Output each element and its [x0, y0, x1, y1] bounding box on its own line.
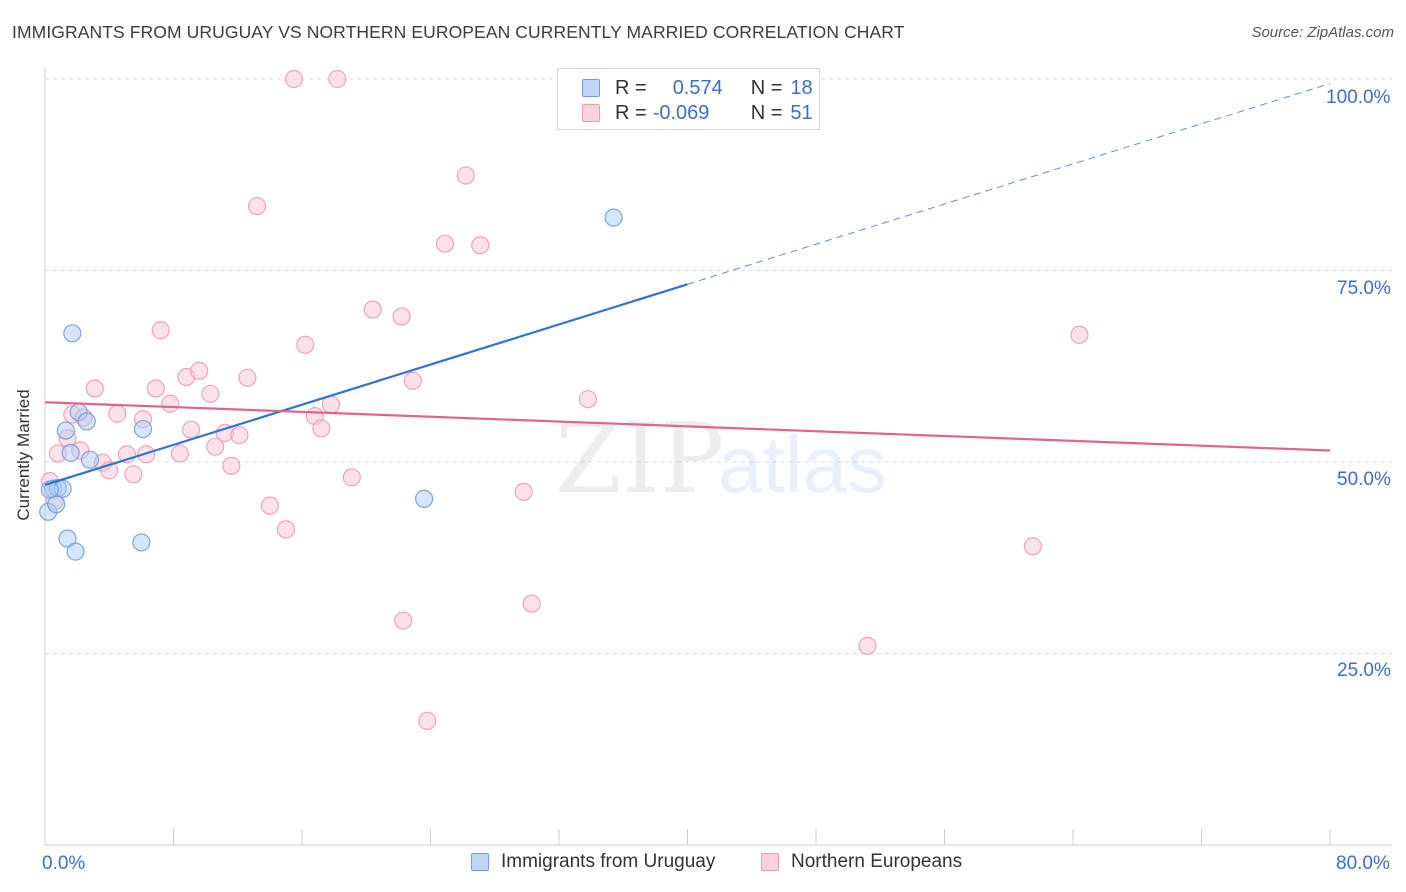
legend-r-label: R = [615, 76, 647, 99]
northern-europeans-point-40 [394, 611, 413, 630]
uruguay-point-9 [66, 542, 85, 561]
northern-europeans-point-21 [190, 361, 209, 380]
uruguay-point-15 [414, 489, 434, 508]
legend-swatch-pink [582, 104, 600, 122]
x-tick-label-max: 80.0% [1336, 853, 1390, 874]
northern-europeans-point-50 [1023, 537, 1042, 556]
northern-europeans-point-29 [260, 496, 279, 515]
watermark-zip: ZIP [555, 403, 724, 515]
northern-europeans-point-20 [182, 420, 201, 439]
northern-europeans-point-36 [328, 69, 347, 89]
northern-europeans-point-44 [456, 166, 475, 185]
northern-europeans-point-38 [363, 300, 382, 319]
northern-europeans-point-46 [514, 482, 533, 501]
watermark-atlas: atlas [718, 420, 887, 509]
northern-europeans-point-18 [170, 444, 190, 463]
northern-europeans-point-25 [222, 456, 241, 475]
northern-europeans-point-42 [418, 711, 437, 731]
northern-europeans-point-26 [230, 426, 249, 445]
series-northern-europeans [40, 69, 1089, 731]
x-tick-label-min: 0.0% [42, 853, 86, 874]
gridlines [45, 78, 1392, 654]
northern-europeans-point-43 [435, 234, 455, 253]
northern-europeans-point-7 [85, 379, 104, 398]
legend-r-value: -0.069 [652, 101, 710, 124]
uruguay-point-7 [61, 443, 80, 462]
northern-europeans-point-28 [247, 197, 267, 216]
y-tick-label-100: 100.0% [1326, 87, 1391, 108]
northern-europeans-point-17 [161, 394, 180, 413]
northern-europeans-point-30 [276, 520, 296, 539]
northern-europeans-point-27 [238, 368, 257, 387]
northern-europeans-point-51 [1070, 325, 1089, 344]
northern-europeans-point-22 [201, 384, 220, 403]
northern-europeans-point-15 [146, 379, 165, 398]
series-immigrants-from-uruguay [39, 208, 623, 561]
chart-title: IMMIGRANTS FROM URUGUAY VS NORTHERN EURO… [12, 22, 905, 42]
uruguay-point-16 [604, 208, 623, 227]
northern-europeans-point-12 [124, 465, 143, 484]
legend-swatch-pink [761, 853, 779, 871]
y-tick-label-75: 75.0% [1337, 278, 1391, 299]
legend-item-uruguay[interactable]: Immigrants from Uruguay [471, 851, 715, 873]
legend-swatch-blue [471, 853, 489, 871]
stats-legend: R = 0.574 N = 18 R = -0.069 N = 51 [557, 68, 820, 130]
northern-europeans-point-31 [284, 69, 304, 89]
legend-row-northern: R = -0.069 N = 51 [582, 101, 813, 125]
northern-europeans-point-47 [522, 594, 541, 613]
northern-europeans-point-48 [578, 390, 598, 409]
uruguay-point-14 [133, 419, 153, 439]
uruguay-point-5 [56, 421, 75, 440]
y-tick-label-25: 25.0% [1337, 660, 1391, 681]
trend-lines [44, 83, 1331, 487]
northern-europeans-point-45 [471, 236, 490, 255]
northern-europeans-point-34 [312, 419, 331, 438]
uruguay-point-12 [80, 450, 100, 469]
trend-line-uruguay [44, 283, 688, 487]
legend-r-label: R = [615, 101, 647, 124]
legend-n-label: N = [750, 101, 783, 124]
northern-europeans-point-23 [206, 437, 225, 456]
trend-line-northern-europeans [44, 401, 1331, 452]
axes [44, 68, 1392, 846]
legend-swatch-blue [582, 79, 600, 97]
northern-europeans-point-10 [108, 404, 127, 423]
y-axis-label: Currently Married [14, 389, 33, 521]
legend-r-value: 0.574 [672, 76, 723, 99]
legend-n-value: 18 [790, 76, 813, 99]
northern-europeans-point-32 [296, 335, 315, 354]
uruguay-point-13 [132, 533, 151, 552]
legend-n-value: 51 [790, 101, 813, 124]
northern-europeans-point-49 [858, 636, 877, 655]
northern-europeans-point-37 [342, 468, 361, 487]
northern-europeans-point-16 [151, 321, 170, 340]
trend-line-uruguay-extension [687, 83, 1331, 285]
uruguay-point-11 [77, 412, 96, 431]
source-label: Source: ZipAtlas.com [1251, 24, 1394, 41]
y-tick-label-50: 50.0% [1337, 469, 1391, 490]
legend-n-label: N = [750, 76, 783, 99]
northern-europeans-point-39 [392, 307, 411, 326]
legend-label-northern: Northern Europeans [791, 851, 963, 872]
legend-row-uruguay: R = 0.574 N = 18 [582, 76, 813, 100]
uruguay-point-8 [63, 324, 82, 343]
uruguay-point-6 [58, 529, 77, 548]
legend-label-uruguay: Immigrants from Uruguay [501, 851, 716, 872]
northern-europeans-point-41 [403, 371, 422, 390]
legend-item-northern[interactable]: Northern Europeans [761, 851, 962, 873]
